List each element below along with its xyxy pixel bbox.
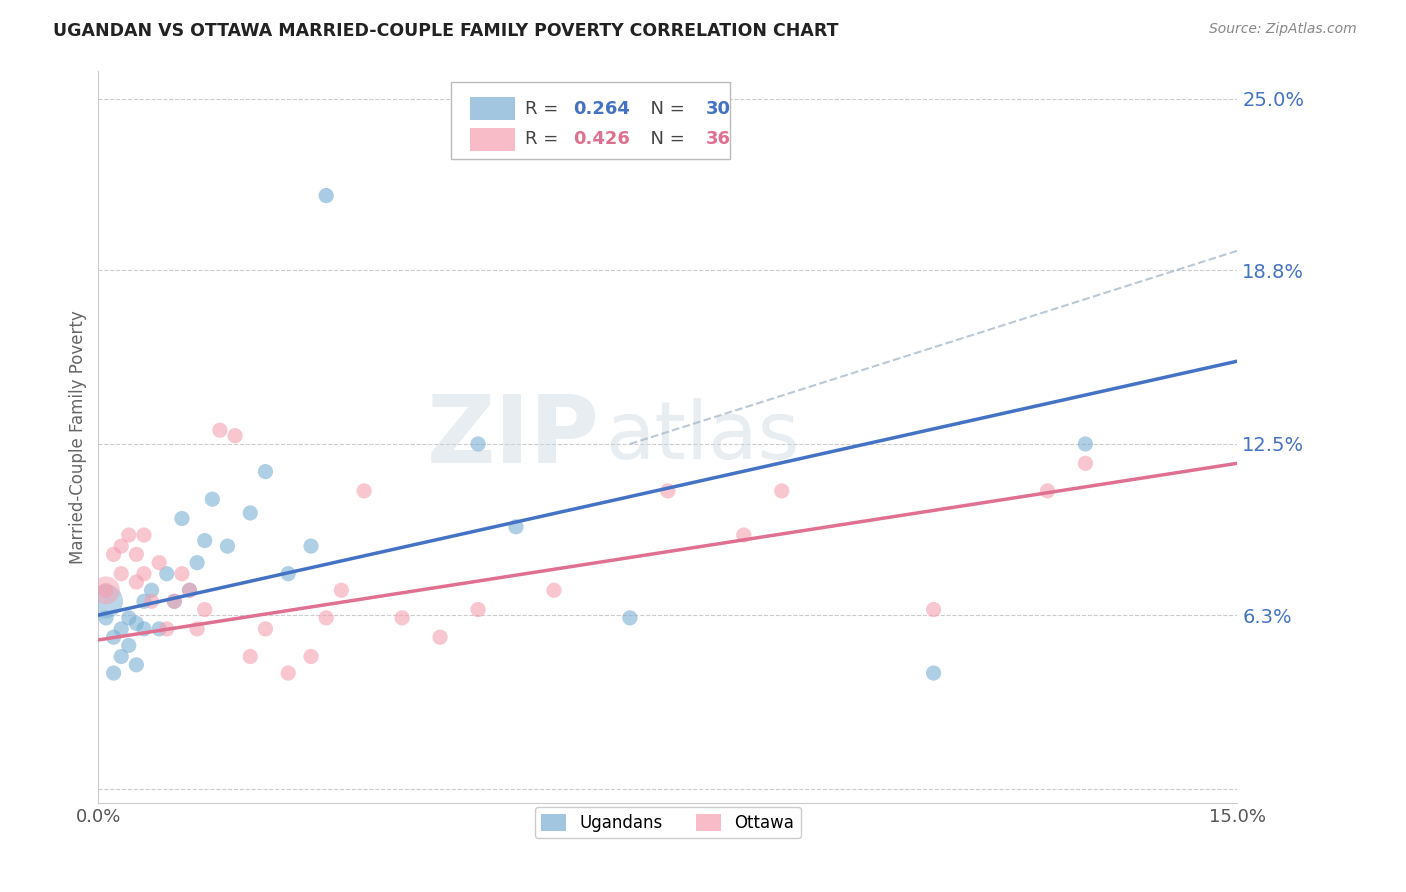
Point — [110, 566, 132, 581]
Point — [543, 583, 565, 598]
Point — [125, 657, 148, 672]
Text: 0.426: 0.426 — [574, 130, 630, 148]
Point — [118, 528, 141, 542]
Point — [922, 602, 945, 616]
Point — [132, 566, 155, 581]
Point — [208, 423, 231, 437]
Point — [148, 556, 170, 570]
Point — [733, 528, 755, 542]
Point — [103, 630, 125, 644]
Point — [619, 611, 641, 625]
Point — [467, 437, 489, 451]
Point — [1074, 437, 1097, 451]
Point — [141, 583, 163, 598]
Point — [170, 511, 193, 525]
Point — [94, 594, 117, 608]
Text: atlas: atlas — [605, 398, 800, 476]
Point — [299, 539, 322, 553]
Text: 36: 36 — [706, 130, 731, 148]
Point — [110, 539, 132, 553]
Point — [148, 622, 170, 636]
Legend: Ugandans, Ottawa: Ugandans, Ottawa — [534, 807, 801, 838]
Point — [505, 520, 527, 534]
Text: Source: ZipAtlas.com: Source: ZipAtlas.com — [1209, 22, 1357, 37]
Text: UGANDAN VS OTTAWA MARRIED-COUPLE FAMILY POVERTY CORRELATION CHART: UGANDAN VS OTTAWA MARRIED-COUPLE FAMILY … — [53, 22, 839, 40]
Point — [770, 483, 793, 498]
Point — [224, 428, 246, 442]
Point — [163, 594, 186, 608]
Point — [170, 566, 193, 581]
Point — [277, 566, 299, 581]
Point — [239, 506, 262, 520]
Point — [353, 483, 375, 498]
Point — [132, 622, 155, 636]
Point — [201, 492, 224, 507]
Point — [94, 611, 117, 625]
Point — [125, 574, 148, 589]
Text: N =: N = — [640, 130, 690, 148]
Point — [922, 666, 945, 681]
Point — [194, 602, 217, 616]
Point — [141, 594, 163, 608]
Point — [125, 548, 148, 562]
Point — [429, 630, 451, 644]
Text: 30: 30 — [706, 100, 731, 118]
Point — [156, 622, 179, 636]
Point — [94, 583, 117, 598]
Point — [391, 611, 413, 625]
Point — [132, 594, 155, 608]
Text: 0.264: 0.264 — [574, 100, 630, 118]
Point — [194, 533, 217, 548]
Point — [125, 616, 148, 631]
FancyBboxPatch shape — [470, 97, 515, 120]
Point — [118, 611, 141, 625]
Point — [110, 622, 132, 636]
Point — [1074, 456, 1097, 470]
FancyBboxPatch shape — [470, 128, 515, 151]
Point — [156, 566, 179, 581]
Point — [467, 602, 489, 616]
Point — [118, 639, 141, 653]
Text: ZIP: ZIP — [426, 391, 599, 483]
Point — [277, 666, 299, 681]
Point — [315, 188, 337, 202]
Point — [186, 622, 208, 636]
Point — [217, 539, 239, 553]
Point — [239, 649, 262, 664]
Point — [163, 594, 186, 608]
Point — [1036, 483, 1059, 498]
Text: R =: R = — [526, 130, 564, 148]
Y-axis label: Married-Couple Family Poverty: Married-Couple Family Poverty — [69, 310, 87, 564]
Point — [103, 666, 125, 681]
Point — [179, 583, 201, 598]
Text: R =: R = — [526, 100, 564, 118]
Point — [315, 611, 337, 625]
Point — [330, 583, 353, 598]
Point — [254, 465, 277, 479]
Point — [110, 649, 132, 664]
Point — [132, 528, 155, 542]
Point — [94, 583, 117, 598]
Point — [179, 583, 201, 598]
Point — [103, 548, 125, 562]
Text: N =: N = — [640, 100, 690, 118]
Point — [657, 483, 679, 498]
FancyBboxPatch shape — [451, 82, 731, 159]
Point — [186, 556, 208, 570]
Point — [254, 622, 277, 636]
Point — [299, 649, 322, 664]
